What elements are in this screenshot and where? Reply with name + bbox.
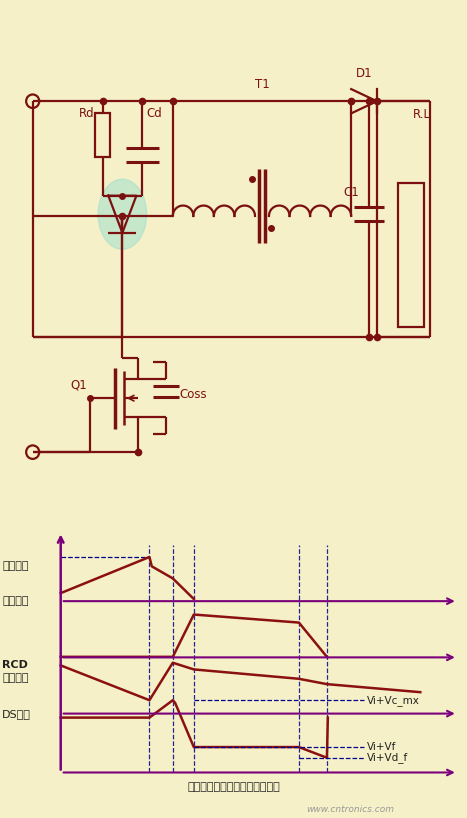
Ellipse shape: [26, 94, 39, 108]
Text: Vi+Vf: Vi+Vf: [367, 742, 396, 752]
Text: 初级电流: 初级电流: [2, 561, 29, 571]
Circle shape: [98, 179, 147, 249]
Text: C1: C1: [343, 186, 359, 199]
Text: Cd: Cd: [146, 106, 162, 119]
Text: RCD: RCD: [2, 660, 28, 670]
Text: 次级电流: 次级电流: [2, 596, 29, 606]
Text: Vi+Vd_f: Vi+Vd_f: [367, 753, 408, 763]
Text: T1: T1: [255, 78, 269, 91]
Text: 电容电压: 电容电压: [2, 673, 29, 683]
Text: DS电压: DS电压: [2, 708, 31, 718]
Text: Rd: Rd: [79, 106, 94, 119]
Text: R.L: R.L: [413, 108, 432, 121]
Text: Coss: Coss: [180, 389, 207, 402]
FancyBboxPatch shape: [398, 182, 424, 327]
Text: 这个过程中非常有可能出现震荡: 这个过程中非常有可能出现震荡: [187, 782, 280, 792]
Ellipse shape: [26, 445, 39, 459]
Text: www.cntronics.com: www.cntronics.com: [306, 805, 394, 814]
Text: Q1: Q1: [71, 379, 87, 392]
Text: Vi+Vc_mx: Vi+Vc_mx: [367, 694, 419, 706]
FancyBboxPatch shape: [95, 114, 110, 157]
Text: D1: D1: [356, 66, 372, 79]
